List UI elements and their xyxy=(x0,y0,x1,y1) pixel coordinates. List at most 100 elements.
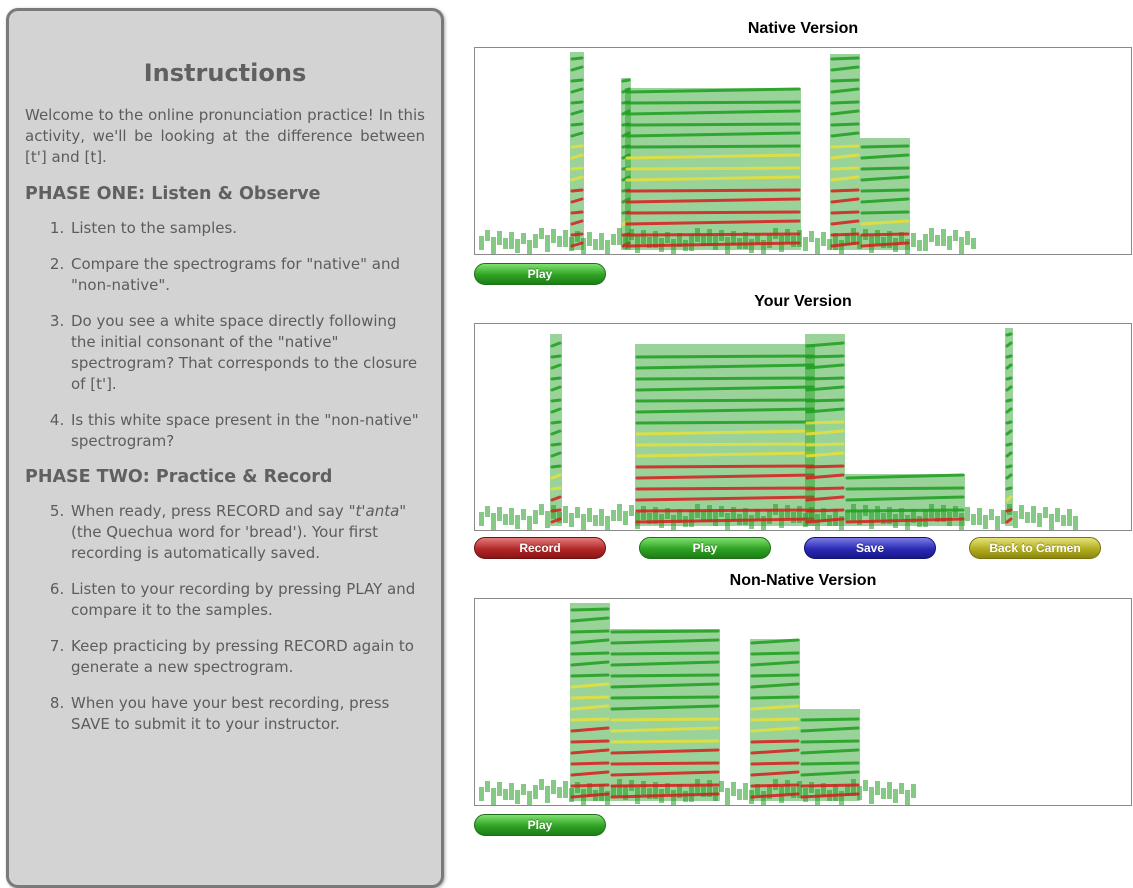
spectrogram-patch xyxy=(767,510,772,524)
spectrogram-band xyxy=(805,363,845,370)
spectrogram-patch xyxy=(575,507,580,518)
spectrogram-patch xyxy=(767,234,772,248)
spectrogram-patch xyxy=(509,508,514,525)
spectrogram-patch xyxy=(569,788,574,802)
spectrogram-patch xyxy=(815,238,820,254)
spectrogram-band xyxy=(610,717,720,722)
step-item: When ready, press RECORD and say "t'anta… xyxy=(69,501,425,564)
spectrogram-band xyxy=(570,638,610,645)
spectrogram-band xyxy=(610,673,720,678)
spectrogram-patch xyxy=(551,780,556,794)
instructions-intro: Welcome to the online pronunciation prac… xyxy=(25,106,425,166)
step-item: When you have your best recording, press… xyxy=(69,693,425,735)
spectrogram-patch xyxy=(839,240,844,254)
spectrogram-patch xyxy=(893,789,898,803)
spectrogram-band xyxy=(750,717,800,722)
spectrogram-patch xyxy=(623,235,628,249)
spectrogram-patch xyxy=(899,508,904,519)
save-button[interactable]: Save xyxy=(804,537,936,559)
nonnative-spectrogram-graphic xyxy=(479,603,916,805)
spectrogram-band xyxy=(570,56,584,61)
spectrogram-band xyxy=(860,210,910,215)
step-item: Listen to your recording by pressing PLA… xyxy=(69,579,425,621)
spectrogram-band xyxy=(625,109,801,116)
spectrogram-patch xyxy=(647,788,652,799)
spectrogram-band xyxy=(550,486,562,491)
spectrogram-patch xyxy=(977,508,982,525)
spectrogram-patch xyxy=(569,237,574,251)
spectrogram-band xyxy=(860,175,910,182)
spectrogram-patch xyxy=(515,515,520,529)
spectrogram-band xyxy=(550,517,562,524)
spectrogram-patch xyxy=(761,240,766,254)
spectrogram-patch xyxy=(767,785,772,799)
spectrogram-patch xyxy=(839,516,844,530)
spectrogram-band xyxy=(570,78,584,83)
spectrogram-band xyxy=(610,629,720,634)
spectrogram-band xyxy=(860,197,910,204)
native-play-button[interactable]: Play xyxy=(474,263,606,285)
record-button[interactable]: Record xyxy=(474,537,606,559)
spectrogram-patch xyxy=(743,783,748,800)
spectrogram-patch xyxy=(731,507,736,521)
spectrogram-patch xyxy=(521,784,526,795)
spectrogram-patch xyxy=(599,233,604,250)
spectrogram-band xyxy=(621,131,631,138)
spectrogram-patch xyxy=(833,233,838,250)
spectrogram-patch xyxy=(851,504,856,521)
spectrogram-patch xyxy=(833,509,838,526)
spectrogram-patch xyxy=(479,787,484,801)
spectrogram-band xyxy=(800,783,860,788)
spectrogram-band xyxy=(570,682,610,689)
spectrogram-patch xyxy=(887,231,892,248)
spectrogram-band xyxy=(610,739,720,744)
spectrogram-band xyxy=(805,495,845,502)
spectrogram-band xyxy=(610,660,720,667)
spectrogram-patch xyxy=(533,234,538,248)
spectrogram-band xyxy=(830,131,860,138)
spectrogram-band xyxy=(830,153,860,160)
spectrogram-patch xyxy=(599,784,604,801)
back-to-carmen-button[interactable]: Back to Carmen xyxy=(969,537,1101,559)
spectrogram-band xyxy=(550,495,562,502)
spectrogram-patch xyxy=(533,785,538,799)
spectrogram-band xyxy=(610,748,720,755)
spectrogram-band xyxy=(570,739,610,744)
spectrogram-patch xyxy=(689,510,694,527)
spectrogram-patch xyxy=(983,515,988,529)
spectrogram-patch xyxy=(497,507,502,521)
spectrogram-band xyxy=(860,166,910,171)
spectrogram-patch xyxy=(1001,510,1006,524)
spectrogram-band xyxy=(625,153,801,160)
spectrogram-patch xyxy=(539,779,544,790)
spectrogram-band xyxy=(805,451,845,458)
spectrogram-band xyxy=(800,726,860,733)
spectrogram-patch xyxy=(1049,514,1054,530)
spectrogram-band xyxy=(570,629,610,634)
spectrogram-patch xyxy=(785,229,790,243)
spectrogram-band xyxy=(800,761,860,766)
spectrogram-patch xyxy=(485,506,490,517)
spectrogram-patch xyxy=(503,238,508,249)
spectrogram-band xyxy=(621,109,631,116)
spectrogram-band xyxy=(570,607,610,612)
spectrogram-patch xyxy=(809,231,814,242)
spectrogram-patch xyxy=(941,229,946,246)
spectrogram-band xyxy=(570,131,584,138)
spectrogram-patch xyxy=(641,506,646,520)
spectrogram-patch xyxy=(797,506,802,523)
spectrogram-patch xyxy=(587,783,592,797)
spectrogram-patch xyxy=(905,239,910,254)
spectrogram-band xyxy=(860,219,910,226)
spectrogram-band xyxy=(625,87,801,94)
your-play-button[interactable]: Play xyxy=(639,537,771,559)
spectrogram-band xyxy=(570,748,610,755)
spectrogram-patch xyxy=(965,231,970,245)
spectrogram-band xyxy=(750,783,800,788)
spectrogram-patch xyxy=(593,239,598,250)
spectrogram-band xyxy=(805,407,845,414)
spectrogram-patch xyxy=(911,784,916,798)
spectrogram-band xyxy=(800,748,860,755)
spectrogram-band xyxy=(635,495,815,502)
nonnative-play-button[interactable]: Play xyxy=(474,814,606,836)
